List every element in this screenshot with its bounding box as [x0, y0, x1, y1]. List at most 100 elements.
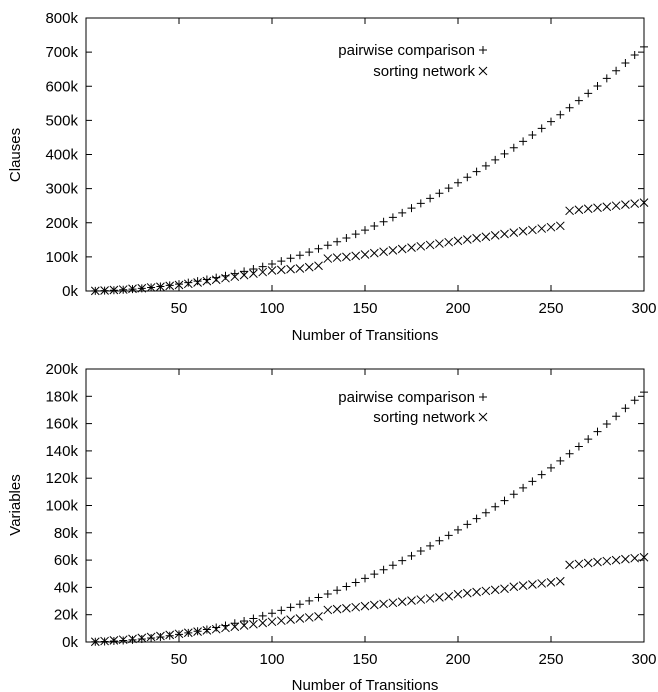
pairwise-point: [333, 586, 342, 595]
pairwise-point: [156, 632, 165, 641]
sorting-point: [332, 604, 342, 614]
pairwise-point: [388, 213, 397, 222]
sorting-point: [239, 621, 249, 630]
sorting-point: [286, 615, 295, 624]
pairwise-point: [435, 536, 444, 545]
x-tick-label: 100: [259, 300, 284, 317]
sorting-point: [593, 203, 602, 213]
sorting-point: [462, 588, 472, 598]
sorting-point: [621, 200, 630, 210]
sorting-point: [397, 597, 407, 607]
data-points: [90, 388, 649, 647]
sorting-point: [174, 280, 184, 290]
pairwise-point: [565, 103, 574, 112]
pairwise-point: [463, 520, 472, 529]
sorting-point: [211, 275, 221, 285]
pairwise-point: [277, 257, 286, 266]
pairwise-point: [137, 634, 146, 643]
pairwise-point: [388, 561, 397, 570]
pairwise-point: [537, 470, 546, 479]
y-tick-label: 140k: [45, 443, 78, 460]
x-tick-label: 150: [352, 651, 377, 668]
sorting-point: [342, 252, 351, 262]
pairwise-point: [258, 262, 267, 271]
sorting-point: [416, 595, 426, 604]
sorting-point: [258, 267, 268, 277]
sorting-point: [369, 248, 379, 258]
sorting-point: [500, 229, 509, 239]
y-tick-label: 700k: [45, 44, 78, 61]
y-tick-label: 200k: [45, 215, 78, 232]
pairwise-point: [240, 267, 249, 276]
sorting-point: [565, 206, 574, 216]
sorting-point: [267, 266, 277, 275]
pairwise-point: [537, 124, 546, 133]
sorting-point: [230, 272, 240, 282]
y-tick-label: 300k: [45, 181, 78, 198]
sorting-point: [583, 558, 593, 568]
pairwise-point: [481, 161, 490, 170]
pairwise-point: [165, 631, 174, 640]
pairwise-point: [519, 137, 528, 146]
sorting-point: [528, 225, 537, 235]
pairwise-point: [305, 596, 314, 605]
sorting-point: [295, 614, 305, 623]
sorting-point: [369, 600, 379, 610]
sorting-point: [472, 587, 481, 597]
pairwise-point: [147, 634, 156, 643]
sorting-point: [90, 637, 100, 647]
sorting-point: [621, 554, 630, 564]
sorting-point: [211, 624, 221, 634]
pairwise-point: [240, 616, 249, 625]
pairwise-point: [407, 204, 416, 213]
sorting-point: [202, 276, 212, 286]
pairwise-point: [212, 273, 221, 282]
y-tick-label: 40k: [54, 579, 79, 596]
x-tick-labels: 50 100 150 200 250 300: [171, 300, 657, 317]
pairwise-point: [370, 570, 379, 579]
legend-label-pairwise: pairwise comparison: [338, 42, 475, 59]
sorting-point: [528, 580, 537, 589]
pairwise-point: [547, 463, 555, 472]
pairwise-point: [212, 623, 221, 632]
pairwise-point: [593, 81, 602, 90]
pairwise-point: [286, 603, 295, 612]
sorting-point: [183, 279, 193, 289]
x-tick-label: 300: [631, 300, 656, 317]
sorting-point: [500, 584, 509, 594]
sorting-point: [360, 601, 370, 611]
pairwise-point: [193, 277, 202, 286]
legend-marker: [478, 66, 488, 76]
sorting-point: [286, 264, 295, 274]
pairwise-point: [556, 110, 565, 119]
pairwise-point: [305, 248, 314, 257]
y-tick-labels: 0k 20k 40k 60k 80k 100k 120k 140k 160k 180k 200k: [45, 361, 78, 651]
pairwise-point: [295, 600, 304, 609]
sorting-point: [407, 243, 416, 253]
pairwise-point: [202, 275, 211, 284]
sorting-point: [574, 559, 584, 569]
sorting-point: [639, 552, 649, 562]
y-tick-label: 800k: [45, 10, 78, 27]
sorting-point: [360, 250, 370, 259]
sorting-point: [555, 221, 565, 231]
pairwise-point: [491, 502, 500, 511]
sorting-point: [323, 605, 333, 615]
pairwise-point: [398, 556, 407, 565]
pairwise-point: [268, 259, 276, 268]
sorting-point: [146, 283, 156, 292]
sorting-point: [537, 579, 547, 588]
sorting-point: [332, 253, 342, 262]
pairwise-point: [509, 490, 518, 499]
pairwise-point: [630, 50, 639, 59]
sorting-point: [137, 633, 147, 643]
sorting-point: [249, 619, 258, 629]
sorting-point: [546, 577, 556, 587]
sorting-point: [490, 585, 500, 595]
pairwise-point: [463, 173, 472, 182]
y-axis-label: Clauses: [7, 128, 24, 182]
sorting-point: [444, 591, 454, 601]
sorting-point: [425, 240, 435, 250]
y-tick-label: 180k: [45, 388, 78, 405]
legend: pairwise comparison sorting network: [338, 389, 488, 426]
